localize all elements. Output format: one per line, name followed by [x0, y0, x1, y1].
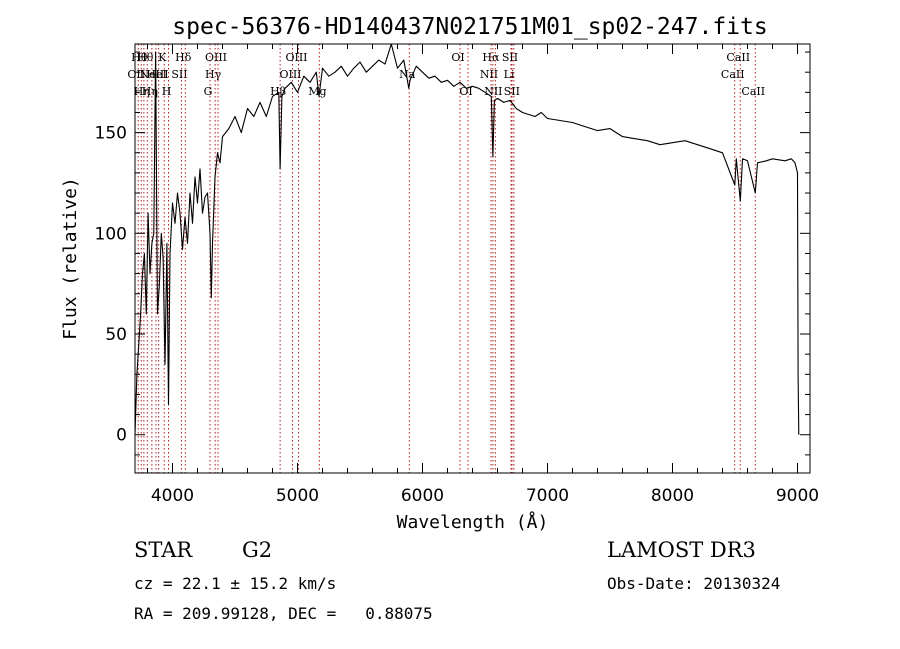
observation-date: Obs-Date: 20130324	[607, 574, 781, 593]
redshift-info: cz = 22.1 ± 15.2 km/s	[134, 574, 337, 593]
spectral-subclass: G2	[242, 538, 273, 562]
line-marker-label-15: OIII	[279, 68, 301, 81]
line-marker-label-6: HeI	[146, 68, 166, 81]
line-marker-label-12: Hγ	[205, 68, 222, 81]
y-tick-label-3: 150	[95, 124, 127, 144]
line-markers: OIIHθHηHθHηNeIIIHeIKHSIIHδGHγOIIIHβOIIIO…	[127, 44, 765, 473]
line-marker-label-3: Hθ	[137, 51, 154, 64]
x-tick-label-1: 5000	[276, 486, 319, 506]
spectrum-line-flux	[135, 44, 800, 435]
line-marker-label-7: K	[158, 51, 167, 64]
line-marker-label-4: Hη	[142, 85, 158, 98]
x-tick-label-4: 8000	[651, 486, 694, 506]
line-marker-label-10: Hδ	[175, 51, 192, 64]
line-marker-label-23: NII	[484, 85, 502, 98]
line-marker-label-13: OIII	[205, 51, 227, 64]
coordinates: RA = 209.99128, DEC = 0.88075	[134, 604, 433, 623]
survey-name: LAMOST DR3	[607, 538, 756, 562]
line-marker-label-20: OI	[459, 85, 472, 98]
line-marker-label-28: CaII	[726, 51, 750, 64]
y-tick-label-2: 100	[95, 224, 127, 244]
object-class: STAR	[134, 538, 193, 562]
line-marker-label-19: OI	[451, 51, 464, 64]
line-marker-label-25: SII	[502, 51, 518, 64]
line-marker-label-2: Hη	[134, 85, 150, 98]
line-marker-label-27: CaII	[721, 68, 745, 81]
axis-ticks: 4000 5000 6000 7000 8000 9000 0 50 100 150	[95, 44, 819, 506]
plot-frame	[134, 43, 811, 474]
line-marker-label-0: OII	[127, 68, 145, 81]
chart-title: spec-56376-HD140437N021751M01_sp02-247.f…	[172, 14, 767, 40]
line-marker-label-16: OIII	[285, 51, 307, 64]
line-marker-label-26: SII	[504, 85, 520, 98]
line-marker-label-5: NeIII	[139, 68, 168, 81]
line-marker-label-17: Mg	[308, 85, 326, 98]
x-tick-label-5: 9000	[776, 486, 819, 506]
x-axis-label: Wavelength (Å)	[397, 511, 549, 533]
x-tick-label-2: 6000	[401, 486, 444, 506]
line-marker-label-9: SII	[171, 68, 187, 81]
line-marker-label-29: CaII	[741, 85, 765, 98]
line-marker-label-8: H	[162, 85, 172, 98]
line-marker-label-24: Li	[504, 68, 515, 81]
line-marker-label-11: G	[204, 85, 213, 98]
x-tick-label-3: 7000	[526, 486, 569, 506]
y-tick-label-0: 0	[116, 426, 127, 446]
spectrum-series	[135, 44, 800, 435]
line-marker-label-21: NII	[480, 68, 498, 81]
y-tick-label-1: 50	[105, 325, 127, 345]
y-axis-label: Flux (relative)	[60, 177, 81, 340]
x-tick-label-0: 4000	[151, 486, 194, 506]
line-marker-label-22: Hα	[482, 51, 500, 64]
